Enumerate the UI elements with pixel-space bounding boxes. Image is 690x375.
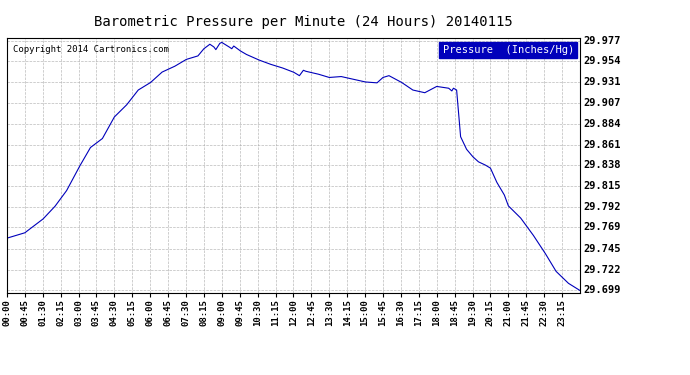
Text: 29.861: 29.861 [583, 140, 620, 150]
Text: Barometric Pressure per Minute (24 Hours) 20140115: Barometric Pressure per Minute (24 Hours… [95, 15, 513, 29]
Text: 29.745: 29.745 [583, 244, 620, 254]
Text: 29.792: 29.792 [583, 202, 620, 212]
Text: 29.907: 29.907 [583, 99, 620, 108]
Text: 29.931: 29.931 [583, 77, 620, 87]
Text: 29.699: 29.699 [583, 285, 620, 295]
Text: 29.884: 29.884 [583, 119, 620, 129]
Text: 29.722: 29.722 [583, 265, 620, 274]
Text: 29.954: 29.954 [583, 56, 620, 66]
Text: 29.977: 29.977 [583, 36, 620, 46]
Text: 29.769: 29.769 [583, 222, 620, 232]
Text: Copyright 2014 Cartronics.com: Copyright 2014 Cartronics.com [12, 45, 168, 54]
Text: Pressure  (Inches/Hg): Pressure (Inches/Hg) [442, 45, 574, 55]
Text: 29.815: 29.815 [583, 181, 620, 191]
Text: 29.838: 29.838 [583, 160, 620, 171]
